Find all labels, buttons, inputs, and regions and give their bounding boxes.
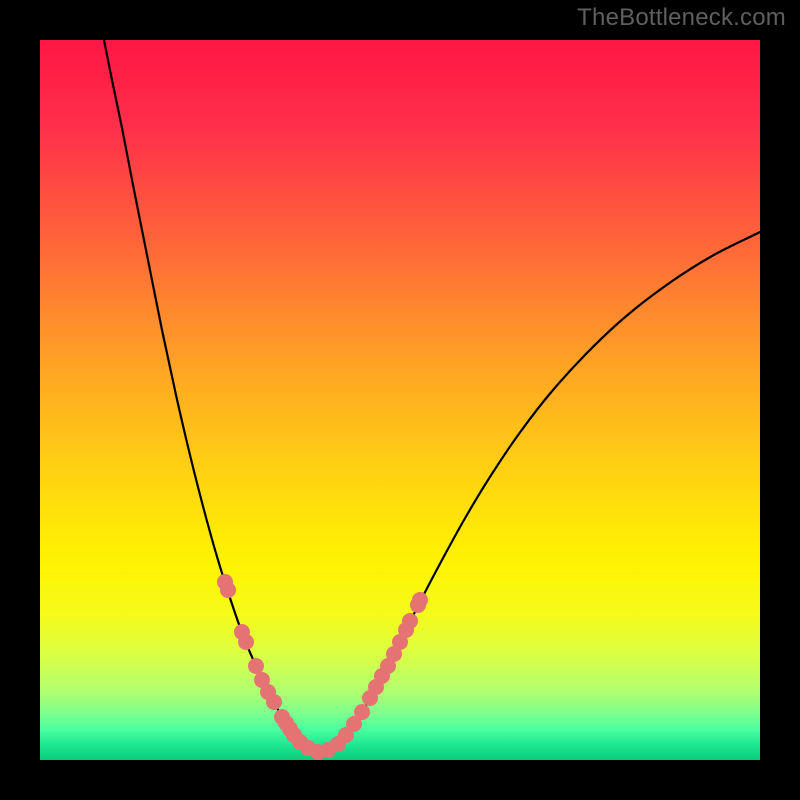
marker-dot: [412, 592, 428, 608]
watermark-text: TheBottleneck.com: [577, 4, 786, 32]
marker-dot: [220, 582, 236, 598]
chart-stage: TheBottleneck.com: [0, 0, 800, 800]
marker-dot: [354, 704, 370, 720]
marker-dot: [402, 613, 418, 629]
plot-area: [40, 40, 760, 760]
marker-dot: [248, 658, 264, 674]
marker-dot: [266, 694, 282, 710]
marker-dot: [238, 634, 254, 650]
plot-svg: [40, 40, 760, 760]
